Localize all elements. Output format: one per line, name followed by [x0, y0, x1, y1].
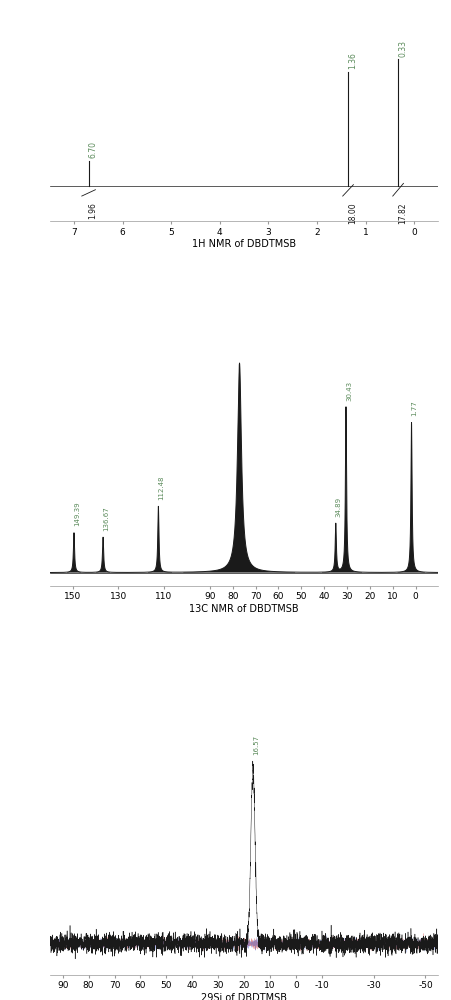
Text: 149.39: 149.39 — [74, 502, 80, 526]
Text: 1.96: 1.96 — [88, 202, 97, 219]
Text: 6.70: 6.70 — [88, 141, 97, 158]
Text: 1.36: 1.36 — [347, 53, 356, 69]
Text: 112.48: 112.48 — [158, 475, 164, 500]
Text: 17.82: 17.82 — [397, 202, 406, 224]
Text: 30.43: 30.43 — [345, 380, 351, 401]
Text: 1.77: 1.77 — [410, 400, 417, 416]
X-axis label: 29Si of DBDTMSB: 29Si of DBDTMSB — [201, 993, 286, 1000]
Text: 18.00: 18.00 — [347, 202, 356, 224]
Text: 16.57: 16.57 — [253, 735, 258, 755]
Text: 0.33: 0.33 — [397, 40, 406, 57]
X-axis label: 13C NMR of DBDTMSB: 13C NMR of DBDTMSB — [189, 604, 298, 614]
Text: 136.67: 136.67 — [103, 506, 109, 531]
X-axis label: 1H NMR of DBDTMSB: 1H NMR of DBDTMSB — [192, 239, 295, 249]
Text: 34.89: 34.89 — [335, 497, 341, 517]
